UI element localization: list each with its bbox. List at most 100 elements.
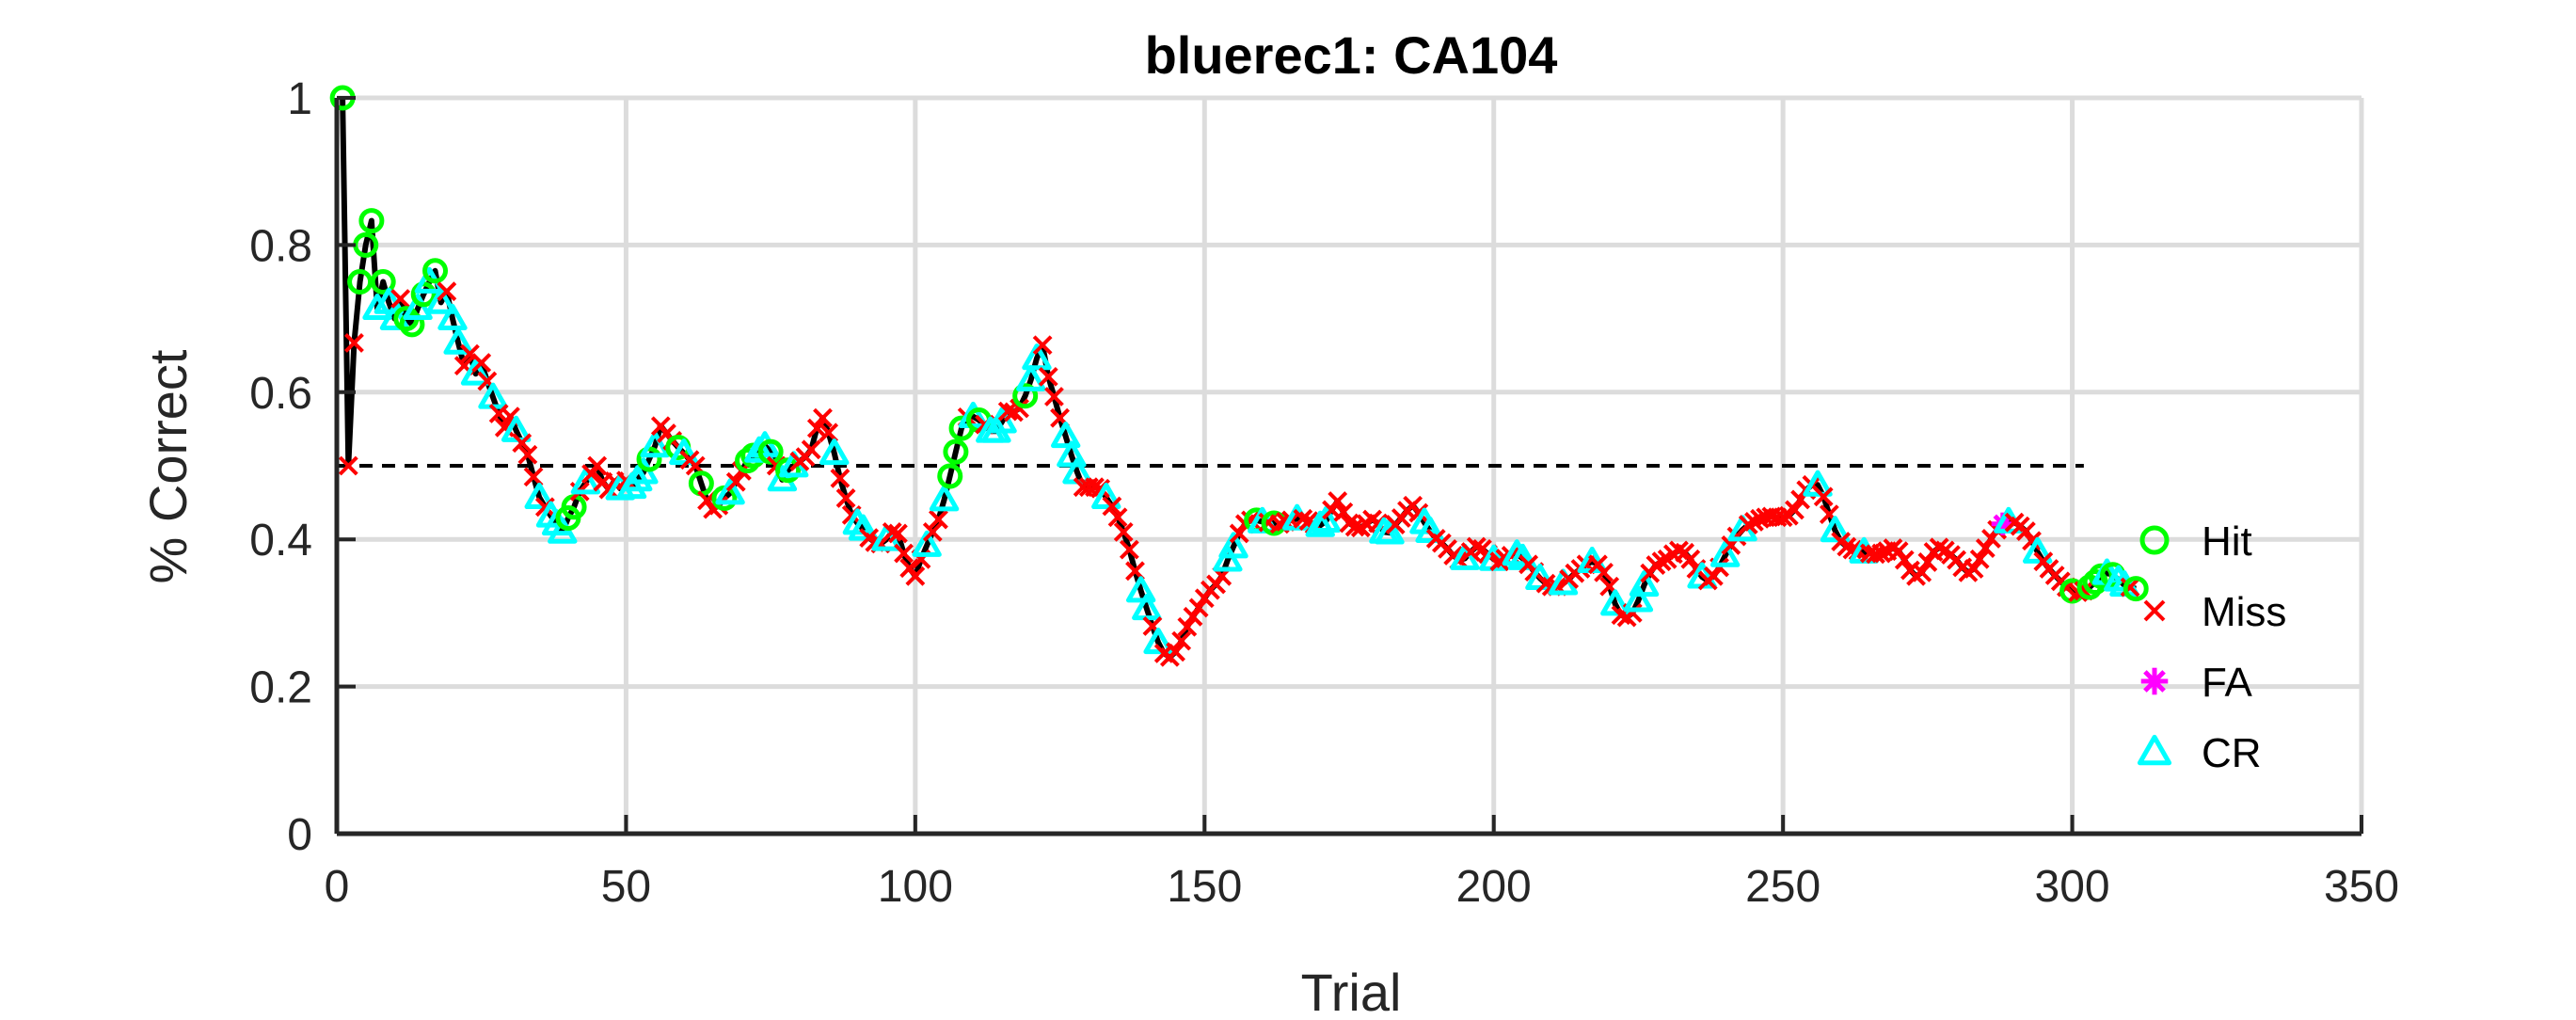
- legend-label: FA: [2202, 660, 2252, 706]
- marker-miss: [523, 467, 544, 487]
- marker-miss: [494, 417, 515, 438]
- marker-cr: [437, 303, 468, 330]
- grid: [334, 95, 2364, 837]
- marker-miss: [1166, 642, 1185, 662]
- marker-miss: [1171, 630, 1192, 651]
- marker-cr: [929, 485, 960, 512]
- marker-hit: [370, 269, 396, 295]
- marker-cr: [1415, 516, 1445, 543]
- marker-cr: [669, 438, 699, 466]
- marker-cr: [1709, 540, 1741, 567]
- marker-miss: [1113, 521, 1134, 542]
- marker-cr: [1450, 543, 1480, 570]
- marker-cr: [1375, 518, 1405, 545]
- marker-miss: [517, 444, 538, 465]
- marker-miss: [2022, 531, 2042, 551]
- marker-cr: [1305, 510, 1335, 537]
- markers: [329, 85, 2149, 667]
- marker-miss: [1785, 500, 1805, 520]
- marker-miss: [1680, 549, 1701, 569]
- marker-cr: [1600, 589, 1630, 616]
- marker-miss: [882, 521, 902, 542]
- marker-miss: [887, 523, 908, 544]
- marker-cr: [1213, 545, 1243, 572]
- marker-miss: [344, 332, 364, 353]
- marker-miss: [1669, 540, 1689, 561]
- marker-cr: [1623, 585, 1654, 613]
- marker-miss: [725, 471, 746, 492]
- x-tick-label: 250: [1745, 862, 1821, 912]
- y-tick-label: 0.4: [249, 516, 312, 566]
- marker-fa: [2140, 667, 2169, 695]
- y-tick-label: 0: [287, 810, 312, 860]
- chart-title: bluerec1: CA104: [1145, 25, 1558, 85]
- marker-cr: [1057, 440, 1087, 468]
- marker-cr: [1311, 505, 1342, 534]
- x-tick-label: 100: [878, 862, 953, 912]
- x-axis-label: Trial: [1301, 963, 1402, 1020]
- marker-miss: [819, 422, 839, 443]
- marker-miss: [1119, 539, 1139, 560]
- marker-miss: [1866, 544, 1885, 565]
- marker-miss: [338, 455, 358, 476]
- x-tick-label: 50: [601, 862, 651, 912]
- marker-miss: [1964, 559, 1984, 579]
- marker-cr: [1502, 539, 1533, 566]
- marker-miss: [1594, 562, 1614, 582]
- marker-miss: [1344, 517, 1365, 537]
- marker-miss: [587, 455, 608, 476]
- marker-miss: [1894, 550, 1915, 570]
- marker-miss: [1293, 508, 1313, 529]
- marker-cr: [1125, 576, 1156, 603]
- marker-cr: [379, 303, 410, 330]
- marker-hit: [422, 258, 449, 284]
- marker-cr: [425, 287, 456, 314]
- marker-miss: [905, 566, 926, 586]
- marker-miss: [830, 468, 851, 488]
- marker-miss: [1842, 539, 1863, 560]
- marker-miss: [1032, 335, 1053, 356]
- marker-cr: [362, 293, 392, 321]
- y-tick-label: 0.2: [249, 663, 312, 713]
- marker-cr: [1218, 532, 1248, 559]
- marker-cr: [1820, 516, 1851, 543]
- marker-miss: [1813, 486, 1834, 507]
- marker-miss: [1333, 502, 1354, 522]
- marker-cr: [2104, 565, 2134, 592]
- x-tick-label: 300: [2035, 862, 2110, 912]
- marker-miss: [801, 439, 821, 460]
- marker-miss: [1773, 507, 1793, 528]
- legend-label: Hit: [2202, 518, 2252, 565]
- marker-miss: [1328, 491, 1348, 511]
- marker-miss: [512, 433, 533, 454]
- marker-hit: [636, 446, 662, 472]
- marker-miss: [1703, 566, 1724, 586]
- marker-cr: [2137, 734, 2172, 766]
- marker-miss: [1975, 538, 1996, 558]
- marker-cr: [1022, 343, 1052, 371]
- legend-label: Miss: [2202, 589, 2286, 635]
- marker-hit: [943, 438, 969, 465]
- y-axis-label: % Correct: [138, 349, 198, 583]
- marker-cr: [460, 359, 491, 386]
- legend-label: CR: [2202, 730, 2262, 776]
- x-tick-label: 350: [2324, 862, 2399, 912]
- marker-miss: [1177, 616, 1198, 637]
- legend: Hit Miss FA CR: [2137, 518, 2286, 776]
- marker-miss: [997, 401, 1018, 422]
- marker-miss: [1466, 536, 1487, 557]
- marker-miss: [806, 418, 827, 438]
- marker-miss: [835, 487, 856, 508]
- marker-miss: [1241, 510, 1261, 531]
- marker-cr: [744, 436, 774, 463]
- axes: 0 50 100 150 200 250 300 350 0 0.2 0.4 0.6 0.8 1: [249, 74, 2399, 912]
- marker-miss: [1102, 496, 1122, 517]
- y-tick-label: 1: [287, 74, 312, 124]
- marker-miss: [2015, 521, 2036, 542]
- y-tick-label: 0.8: [249, 221, 312, 271]
- x-tick-label: 0: [325, 862, 350, 912]
- marker-cr: [2022, 536, 2053, 564]
- marker-miss: [1912, 562, 1932, 582]
- marker-cr: [570, 468, 601, 495]
- marker-miss: [1038, 366, 1058, 387]
